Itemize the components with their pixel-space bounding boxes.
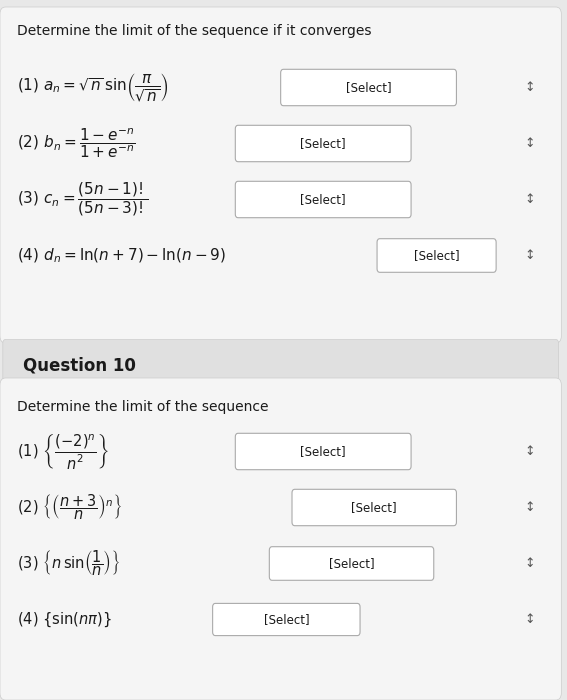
FancyBboxPatch shape bbox=[213, 603, 360, 636]
Text: [Select]: [Select] bbox=[352, 501, 397, 514]
Text: [Select]: [Select] bbox=[414, 249, 459, 262]
Text: Question 10: Question 10 bbox=[23, 356, 136, 374]
Text: (4) $\left\{\sin(n\pi)\right\}$: (4) $\left\{\sin(n\pi)\right\}$ bbox=[17, 610, 112, 629]
FancyBboxPatch shape bbox=[3, 340, 558, 392]
Text: ↕: ↕ bbox=[525, 501, 535, 514]
FancyBboxPatch shape bbox=[0, 7, 561, 343]
Text: (2) $b_n = \dfrac{1-e^{-n}}{1+e^{-n}}$: (2) $b_n = \dfrac{1-e^{-n}}{1+e^{-n}}$ bbox=[17, 127, 136, 160]
FancyBboxPatch shape bbox=[269, 547, 434, 580]
Text: [Select]: [Select] bbox=[329, 557, 374, 570]
Text: (1) $a_n = \sqrt{n}\,\sin\!\left(\dfrac{\pi}{\sqrt{n}}\right)$: (1) $a_n = \sqrt{n}\,\sin\!\left(\dfrac{… bbox=[17, 71, 169, 104]
FancyBboxPatch shape bbox=[377, 239, 496, 272]
Text: [Select]: [Select] bbox=[301, 137, 346, 150]
Text: Determine the limit of the sequence: Determine the limit of the sequence bbox=[17, 400, 269, 414]
Text: ↕: ↕ bbox=[525, 81, 535, 94]
Text: (4) $d_n = \ln(n+7) - \ln(n-9)$: (4) $d_n = \ln(n+7) - \ln(n-9)$ bbox=[17, 246, 226, 265]
Text: ↕: ↕ bbox=[525, 137, 535, 150]
Text: [Select]: [Select] bbox=[301, 193, 346, 206]
Text: ↕: ↕ bbox=[525, 613, 535, 626]
Text: ↕: ↕ bbox=[525, 193, 535, 206]
FancyBboxPatch shape bbox=[0, 378, 561, 700]
Text: [Select]: [Select] bbox=[346, 81, 391, 94]
Text: (1) $\left\{\dfrac{(-2)^n}{n^2}\right\}$: (1) $\left\{\dfrac{(-2)^n}{n^2}\right\}$ bbox=[17, 432, 109, 471]
Text: (3) $\left\{n\,\sin\!\left(\dfrac{1}{n}\right)\right\}$: (3) $\left\{n\,\sin\!\left(\dfrac{1}{n}\… bbox=[17, 549, 120, 578]
Text: [Select]: [Select] bbox=[264, 613, 309, 626]
Text: ↕: ↕ bbox=[525, 557, 535, 570]
FancyBboxPatch shape bbox=[235, 125, 411, 162]
FancyBboxPatch shape bbox=[235, 433, 411, 470]
Text: (3) $c_n = \dfrac{(5n-1)!}{(5n-3)!}$: (3) $c_n = \dfrac{(5n-1)!}{(5n-3)!}$ bbox=[17, 181, 149, 218]
Text: Determine the limit of the sequence if it converges: Determine the limit of the sequence if i… bbox=[17, 25, 371, 38]
Text: (2) $\left\{\left(\dfrac{n+3}{n}\right)^n\right\}$: (2) $\left\{\left(\dfrac{n+3}{n}\right)^… bbox=[17, 493, 122, 522]
FancyBboxPatch shape bbox=[281, 69, 456, 106]
Text: [Select]: [Select] bbox=[301, 445, 346, 458]
Text: ↕: ↕ bbox=[525, 445, 535, 458]
Text: ↕: ↕ bbox=[525, 249, 535, 262]
FancyBboxPatch shape bbox=[292, 489, 456, 526]
FancyBboxPatch shape bbox=[235, 181, 411, 218]
